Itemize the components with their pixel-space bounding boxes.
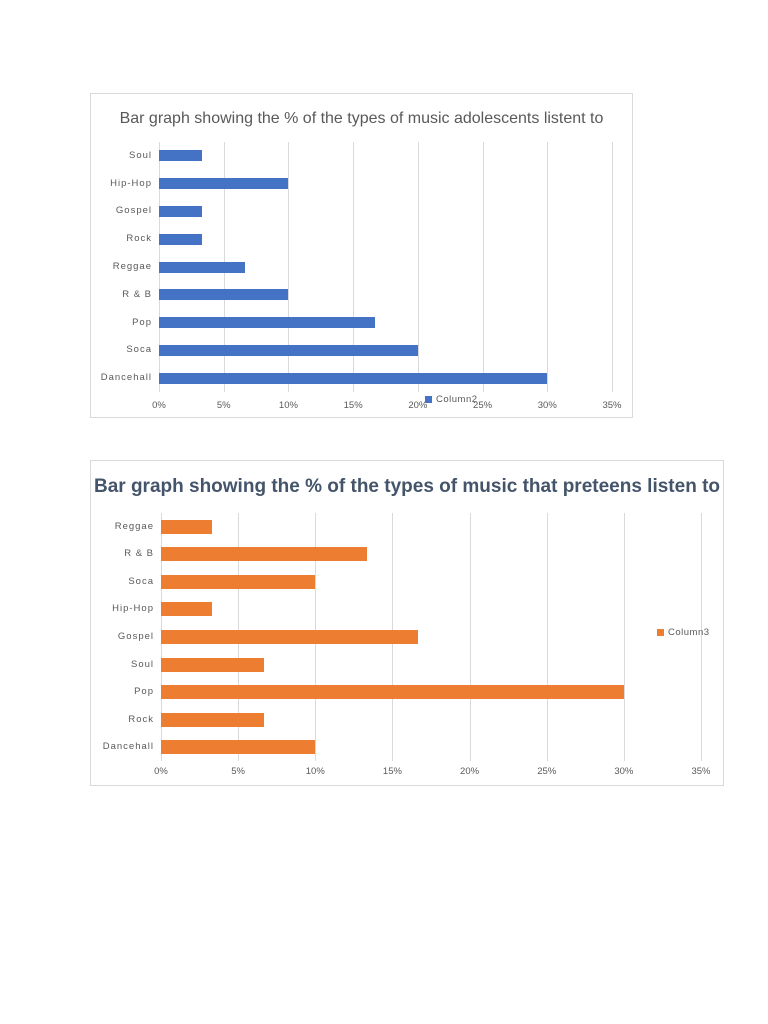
- category-label: Rock: [128, 713, 154, 725]
- plot-area: [159, 142, 613, 392]
- legend-label: Column2: [436, 394, 478, 405]
- gridline: [482, 142, 484, 392]
- category-label: Dancehall: [100, 372, 152, 384]
- x-tick-label: 5%: [216, 400, 231, 411]
- bar-soca: [161, 574, 316, 589]
- bar-rock: [159, 233, 203, 245]
- chart-preteens: Bar graph showing the % of the types of …: [90, 460, 724, 786]
- gridline: [469, 513, 471, 761]
- bar-rock: [161, 712, 264, 727]
- bar-hip-hop: [159, 178, 289, 190]
- category-label: Hip-Hop: [112, 603, 154, 615]
- x-tick-label: 10%: [305, 766, 325, 777]
- chart-title: Bar graph showing the % of the types of …: [119, 110, 604, 127]
- category-label: Soca: [128, 575, 154, 587]
- bar-r-b: [161, 547, 367, 562]
- bar-hip-hop: [161, 602, 213, 617]
- bar-pop: [161, 685, 624, 700]
- bar-gospel: [161, 630, 419, 644]
- x-tick-label: 20%: [460, 766, 480, 777]
- category-label: Reggae: [112, 261, 152, 272]
- bar-reggae: [161, 519, 213, 534]
- x-tick-label: 0%: [154, 766, 168, 777]
- category-label: Rock: [126, 233, 152, 245]
- chart-adolescents: Bar graph showing the % of the types of …: [90, 93, 633, 418]
- category-label: Soul: [128, 149, 152, 161]
- gridline: [612, 142, 613, 392]
- bar-r-b: [159, 289, 289, 301]
- category-label: R & B: [122, 288, 152, 300]
- x-tick-label: 15%: [382, 766, 402, 777]
- x-tick-label: 0%: [152, 400, 166, 411]
- x-tick-label: 10%: [278, 400, 298, 411]
- gridline: [417, 142, 419, 392]
- category-label: Gospel: [117, 631, 154, 642]
- category-label: Soca: [126, 344, 152, 356]
- legend: Column3: [657, 627, 710, 638]
- category-label: Soul: [130, 658, 154, 670]
- x-tick-label: 30%: [537, 400, 557, 411]
- category-label: Pop: [134, 686, 154, 698]
- bar-gospel: [159, 205, 203, 217]
- gridline: [288, 142, 290, 392]
- legend-label: Column3: [668, 627, 710, 638]
- x-tick-label: 35%: [691, 766, 711, 777]
- gridline: [547, 142, 549, 392]
- category-label: Gospel: [115, 205, 152, 217]
- bar-soul: [159, 150, 203, 162]
- legend-swatch: [657, 629, 664, 636]
- chart-title: Bar graph showing the % of the types of …: [93, 476, 721, 497]
- x-tick-label: 20%: [408, 400, 428, 411]
- category-label: Hip-Hop: [110, 177, 152, 189]
- x-tick-label: 30%: [614, 766, 634, 777]
- gridline: [623, 513, 625, 761]
- legend: Column2: [425, 394, 478, 405]
- bar-soul: [161, 657, 264, 672]
- gridline: [701, 513, 702, 761]
- gridline: [546, 513, 548, 761]
- bar-pop: [159, 317, 375, 329]
- legend-swatch: [425, 396, 432, 403]
- plot-area: [161, 513, 702, 761]
- category-label: Pop: [132, 316, 152, 328]
- category-label: Dancehall: [102, 741, 154, 753]
- bar-dancehall: [161, 740, 316, 755]
- x-tick-label: 25%: [537, 766, 557, 777]
- x-tick-label: 35%: [602, 400, 622, 411]
- x-tick-label: 15%: [343, 400, 363, 411]
- x-tick-label: 25%: [473, 400, 493, 411]
- bar-reggae: [159, 261, 246, 273]
- category-label: Reggae: [114, 520, 154, 532]
- category-label: R & B: [124, 548, 154, 560]
- bar-dancehall: [159, 372, 548, 384]
- bar-soca: [159, 344, 418, 356]
- gridline: [353, 142, 355, 392]
- x-tick-label: 5%: [231, 766, 246, 777]
